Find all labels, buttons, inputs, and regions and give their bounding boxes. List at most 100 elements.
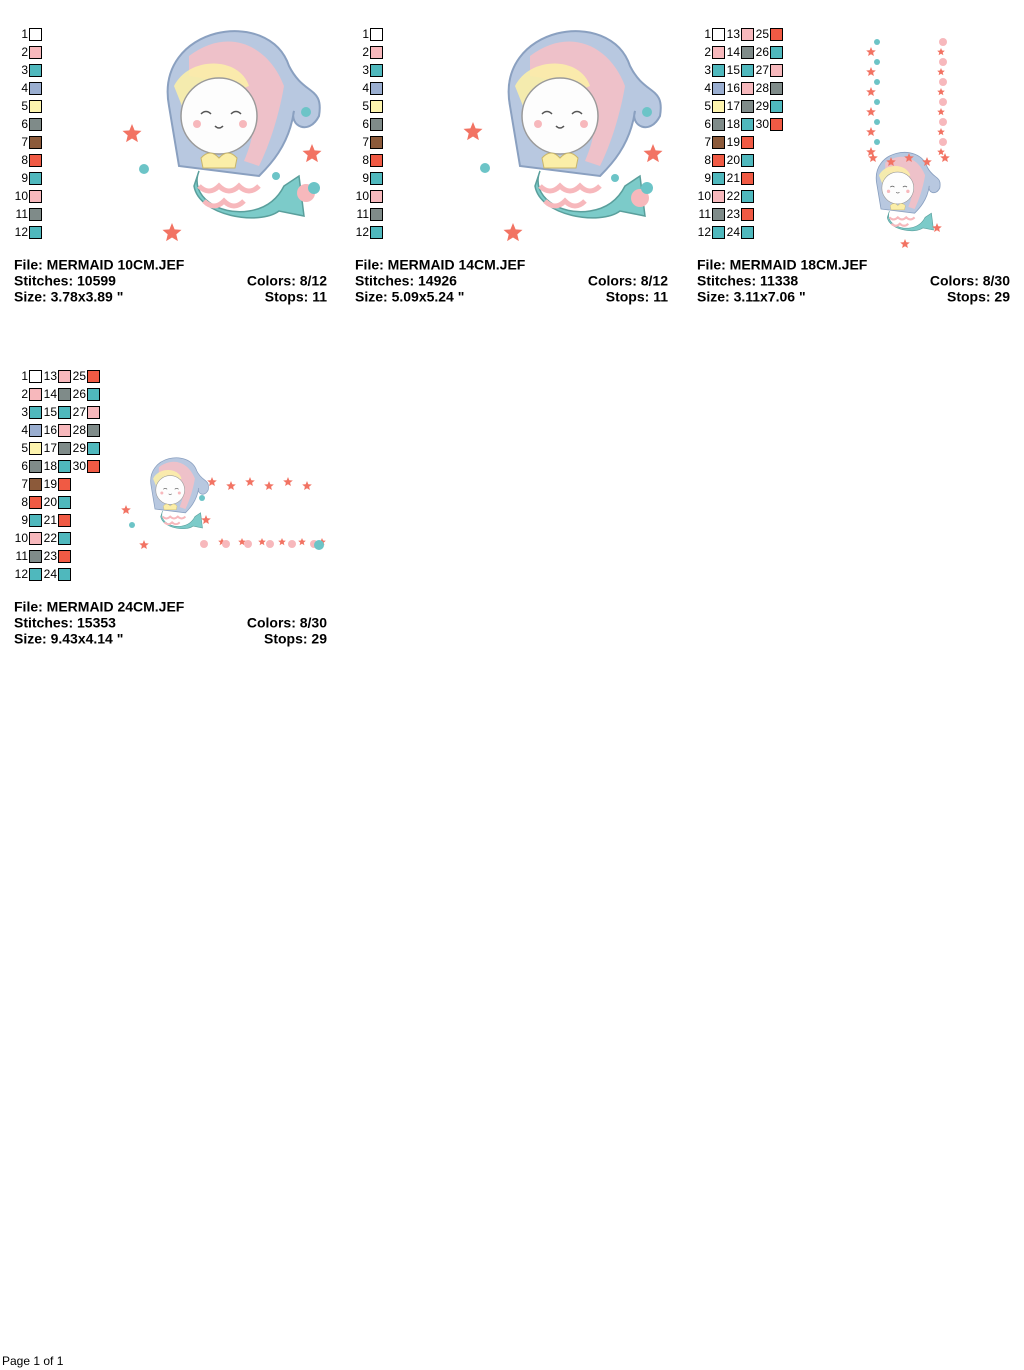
swatch-number: 12 — [15, 567, 29, 581]
face — [521, 77, 599, 155]
star — [940, 153, 950, 162]
star — [122, 124, 142, 143]
face — [155, 475, 185, 505]
star — [937, 68, 945, 76]
swatch-number: 6 — [704, 117, 711, 131]
dot — [874, 79, 880, 85]
star — [904, 153, 914, 162]
dot — [939, 58, 947, 66]
swatch-number: 22 — [727, 189, 741, 203]
colors: Colors: 8/30 — [930, 273, 1010, 289]
dot — [939, 38, 947, 46]
swatch — [58, 478, 71, 491]
swatch-number: 10 — [698, 189, 712, 203]
swatch — [712, 136, 725, 149]
swatch — [770, 46, 783, 59]
cheek — [160, 491, 164, 495]
cheek — [193, 120, 201, 128]
swatch-number: 30 — [756, 117, 770, 131]
swatch — [741, 208, 754, 221]
mermaid — [150, 457, 209, 529]
eyes — [200, 110, 242, 129]
star — [298, 538, 306, 546]
star — [866, 147, 876, 156]
dot — [272, 172, 280, 180]
swatch-number: 2 — [362, 45, 369, 59]
star — [900, 239, 910, 248]
swatch — [87, 460, 100, 473]
star — [121, 505, 131, 514]
star — [201, 515, 211, 524]
swatch — [370, 208, 383, 221]
top — [541, 152, 579, 169]
star — [922, 157, 932, 166]
swatch — [29, 478, 42, 491]
swatch-number: 12 — [356, 225, 370, 239]
dot — [611, 174, 619, 182]
swatch-number: 23 — [727, 207, 741, 221]
tail — [160, 510, 203, 529]
dot — [874, 39, 880, 45]
swatch — [29, 514, 42, 527]
swatch-number: 11 — [16, 549, 29, 563]
dot — [200, 540, 208, 548]
swatch-number: 20 — [727, 153, 741, 167]
swatch-number: 17 — [44, 441, 58, 455]
swatch — [770, 28, 783, 41]
swatch — [87, 442, 100, 455]
dot — [480, 163, 490, 173]
dot — [874, 99, 880, 105]
swatch — [712, 46, 725, 59]
swatch — [741, 82, 754, 95]
file-name: File: MERMAID 14CM.JEF — [355, 257, 526, 273]
swatch-number: 7 — [21, 135, 28, 149]
swatch — [29, 82, 42, 95]
tail — [534, 170, 646, 219]
swatch — [58, 388, 71, 401]
swatch-number: 26 — [73, 387, 87, 401]
swatch — [770, 118, 783, 131]
swatch — [29, 208, 42, 221]
swatch — [370, 136, 383, 149]
swatch-number: 6 — [21, 117, 28, 131]
swatch — [29, 136, 42, 149]
swatch — [87, 370, 100, 383]
star — [278, 538, 286, 546]
swatch — [29, 370, 42, 383]
scales — [197, 182, 261, 209]
swatch — [370, 46, 383, 59]
swatch — [58, 496, 71, 509]
swatch — [370, 118, 383, 131]
swatch-number: 9 — [21, 171, 28, 185]
swatch — [58, 442, 71, 455]
swatch — [58, 460, 71, 473]
stops: Stops: 11 — [606, 289, 668, 305]
dot — [874, 139, 880, 145]
swatch — [370, 190, 383, 203]
dot — [874, 59, 880, 65]
swatch-number: 22 — [44, 531, 58, 545]
swatch — [741, 100, 754, 113]
dot — [222, 540, 230, 548]
swatch-number: 27 — [756, 63, 770, 77]
swatch-number: 1 — [362, 27, 369, 41]
swatch — [29, 388, 42, 401]
dot — [631, 189, 649, 207]
star — [932, 223, 942, 232]
dot — [308, 182, 320, 194]
size: Size: 3.11x7.06 " — [697, 289, 806, 305]
swatch-number: 28 — [73, 423, 87, 437]
dot — [244, 540, 252, 548]
eyes — [163, 488, 179, 495]
swatch — [741, 46, 754, 59]
swatch-number: 23 — [44, 549, 58, 563]
stitches: Stitches: 14926 — [355, 273, 457, 289]
swatch-number: 10 — [15, 189, 29, 203]
dot — [314, 540, 324, 550]
cheek — [534, 120, 542, 128]
swatch-number: 16 — [44, 423, 58, 437]
swatch — [712, 28, 725, 41]
dot — [139, 164, 149, 174]
star — [866, 107, 876, 116]
